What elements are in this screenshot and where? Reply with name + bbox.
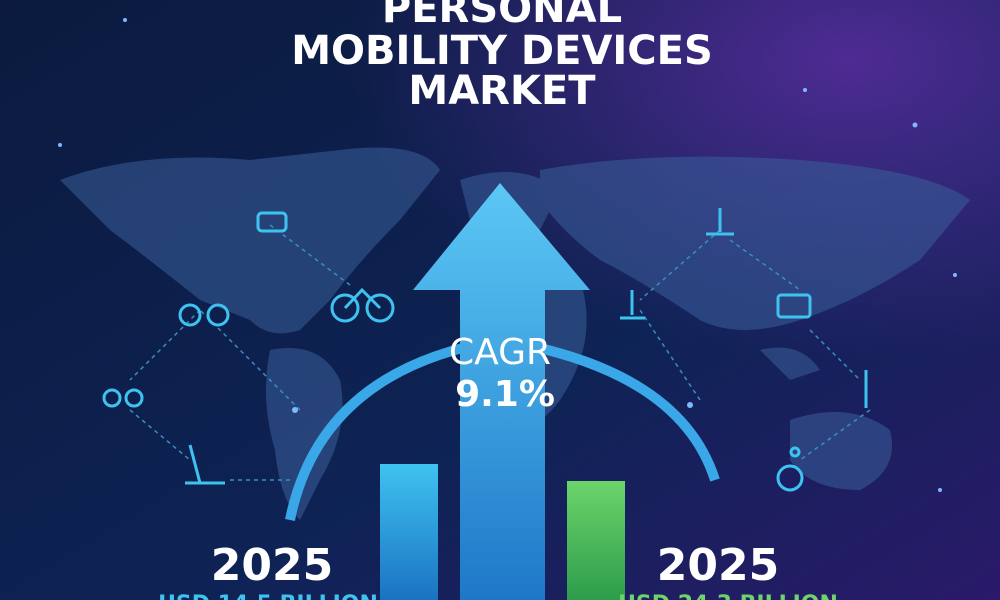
title-line: MARKET xyxy=(408,68,596,114)
right-year: 2025 xyxy=(657,540,779,591)
growth-arrow xyxy=(413,183,590,600)
title-line: PERSONAL xyxy=(382,0,622,32)
left-value: USD 14.5 BILLION xyxy=(158,592,378,600)
device-icons xyxy=(102,208,868,492)
cagr-label: CAGR xyxy=(449,332,551,373)
title-line: MOBILITY DEVICES xyxy=(291,28,713,74)
connector-lines xyxy=(129,224,871,481)
cagr-value: 9.1% xyxy=(455,374,555,415)
left-bar xyxy=(380,464,438,600)
left-year: 2025 xyxy=(211,540,333,591)
star-dots xyxy=(58,18,957,492)
right-value: USD 24.3 BILLION xyxy=(618,592,838,600)
right-bar xyxy=(567,481,625,600)
